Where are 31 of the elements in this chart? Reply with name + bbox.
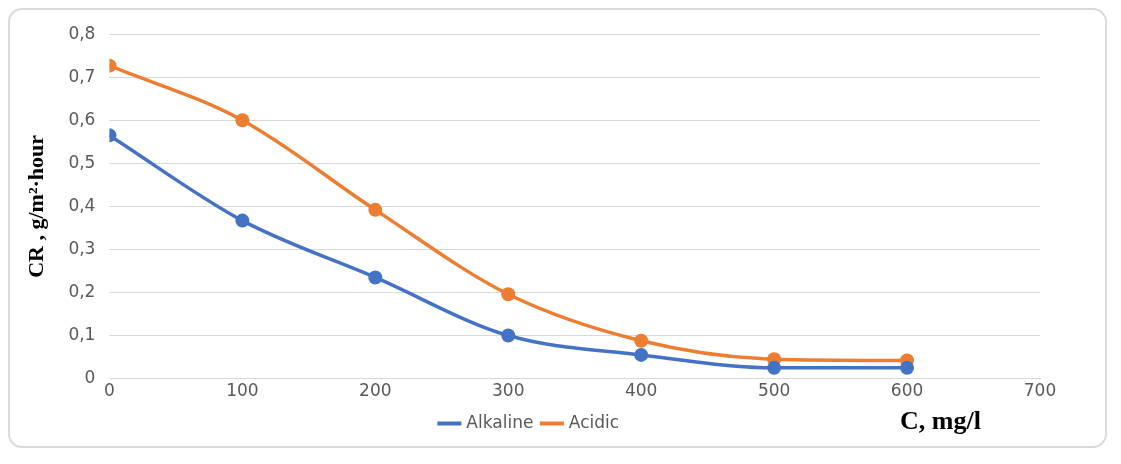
x-axis-title: C, mg/l (900, 405, 981, 435)
x-tick-label: 500 (757, 380, 791, 401)
point (235, 213, 250, 228)
y-tick-label: 0,1 (68, 323, 96, 344)
y-tick-label: 0,3 (68, 237, 96, 258)
point (235, 113, 250, 128)
y-tick-label: 0,4 (68, 194, 96, 215)
point (900, 360, 915, 375)
point (501, 287, 516, 302)
point (368, 270, 383, 285)
y-tick-label: 0 (84, 367, 96, 388)
y-tick-label: 0,8 (68, 22, 96, 43)
y-tick-label: 0,2 (68, 280, 96, 301)
point (368, 202, 383, 217)
point (767, 360, 782, 375)
y-tick-label: 0,7 (68, 65, 96, 86)
legend-label: Alkaline (466, 411, 534, 432)
point (634, 333, 649, 348)
y-tick-label: 0,6 (68, 108, 96, 129)
x-tick-label: 600 (890, 380, 924, 401)
x-tick-label: 700 (1023, 380, 1057, 401)
x-tick-label: 200 (359, 380, 392, 401)
y-axis-title: CR , g/m²·hour (22, 134, 48, 278)
point (634, 347, 649, 362)
x-tick-label: 0 (104, 380, 115, 401)
x-tick-label: 100 (226, 380, 259, 401)
x-tick-label: 400 (624, 380, 658, 401)
x-tick-label: 300 (492, 380, 525, 401)
point (501, 328, 516, 343)
y-tick-label: 0,5 (68, 151, 96, 172)
legend-label: Acidic (568, 411, 620, 432)
